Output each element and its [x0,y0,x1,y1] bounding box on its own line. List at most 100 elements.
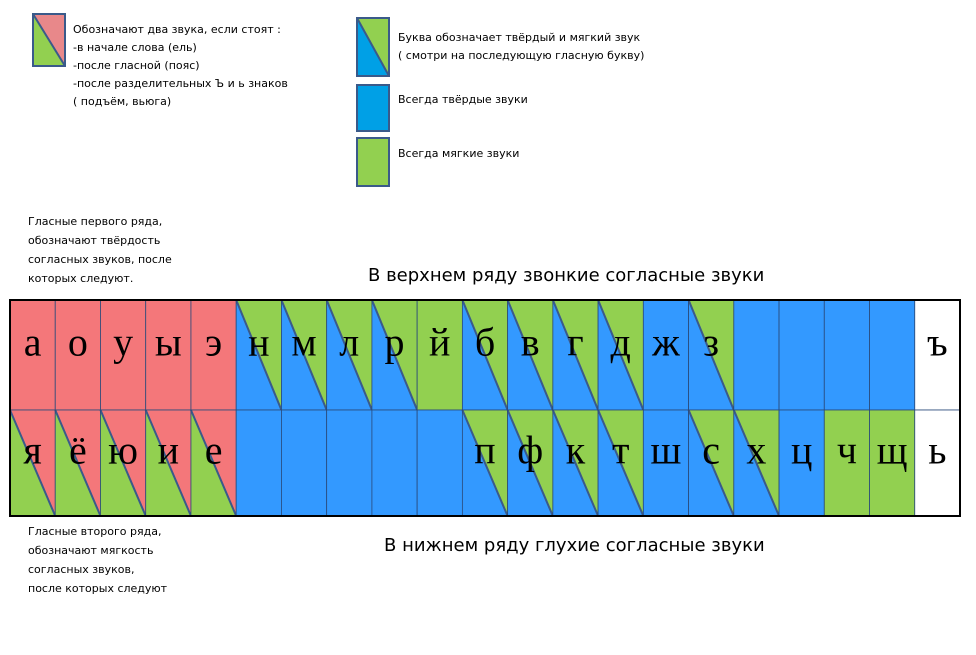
diagonal [461,409,509,517]
cell [55,410,101,516]
top-caption: В верхнем ряду звонкие согласные звуки [368,265,764,286]
letter: я [23,428,41,473]
letter: л [339,319,359,364]
letter: п [474,428,495,473]
letter: ы [155,319,182,364]
diagonal [54,409,102,517]
note: согласных звуков, [28,563,134,576]
legend-border [32,13,66,67]
cell [507,410,553,516]
cell [779,300,825,410]
diagonal [597,299,645,411]
bottom-caption: В нижнем ряду глухие согласные звуки [384,535,765,556]
grid-border [9,299,961,517]
legend-text: Буква обозначает твёрдый и мягкий звук [398,31,641,44]
diagonal [461,299,509,411]
legend-border [356,17,390,77]
letter: й [429,319,450,364]
cell [326,410,372,516]
cell [281,410,327,516]
diagonal [551,409,600,517]
letter: ф [517,428,543,473]
legend-text: ( подъём, вьюга) [73,95,171,108]
cell [824,300,870,410]
letter: щ [877,428,908,473]
letter: ю [108,428,138,473]
letter: е [205,428,223,473]
cell [733,300,780,410]
cell [55,300,101,410]
letter: ё [69,428,87,473]
note: Гласные первого ряда, [28,215,162,228]
cell [779,410,825,516]
legend-text: -после разделительных Ъ и ь знаков [73,77,288,90]
note: после которых следуют [28,582,168,595]
legend-border [356,84,390,132]
cell [190,300,237,410]
note: согласных звуков, после [28,253,172,266]
cell [371,410,418,516]
diagonal [325,299,373,411]
legend-text: Всегда твёрдые звуки [398,93,528,106]
letter: о [68,319,88,364]
letter: д [611,319,631,364]
cell [10,300,56,410]
diagonal [32,13,66,67]
diagonal [144,409,192,517]
letter: б [475,319,495,364]
letter: н [248,319,269,364]
letter: ч [837,428,857,473]
letter: с [702,428,720,473]
diagonal [99,409,147,517]
letter: а [24,319,42,364]
cell [643,300,689,410]
letter: р [385,319,405,364]
diagonal [506,299,554,411]
cell [417,410,463,516]
legend-text: Обозначают два звука, если стоят : [73,23,281,36]
diagonal [551,299,600,411]
legend-text: -в начале слова (ель) [73,41,197,54]
letter: г [567,319,583,364]
letter: и [158,428,179,473]
cell [869,410,915,516]
letter: э [205,319,222,364]
legend-swatch [357,85,389,131]
letter: у [113,319,133,364]
diagonal [687,409,735,517]
legend-text: -после гласной (пояс) [73,59,200,72]
legend-border [356,137,390,187]
letter: к [566,428,586,473]
cell [914,300,960,410]
cell [145,300,191,410]
cell [914,410,960,516]
legend-swatch [357,138,389,186]
letter: ж [651,319,680,364]
diagonal [732,409,780,517]
note: которых следуют. [28,272,133,285]
diagonal [235,299,283,411]
diagonal [190,409,238,517]
letter: м [291,319,316,364]
note: обозначают мягкость [28,544,153,557]
cell [507,300,553,410]
cell [869,300,915,410]
letter: ц [791,428,812,473]
diagonal [597,409,645,517]
note: обозначают твёрдость [28,234,160,247]
diagonal [370,299,419,411]
cell [417,300,463,410]
letter: х [746,428,766,473]
cell [643,410,689,516]
legend-text: Всегда мягкие звуки [398,147,519,160]
cell [100,300,146,410]
letter: в [521,319,540,364]
cell [824,410,870,516]
letter: т [612,428,629,473]
cell [236,410,282,516]
note: Гласные второго ряда, [28,525,161,538]
letter: з [703,319,719,364]
legend-text: ( смотри на последующую гласную букву) [398,49,644,62]
